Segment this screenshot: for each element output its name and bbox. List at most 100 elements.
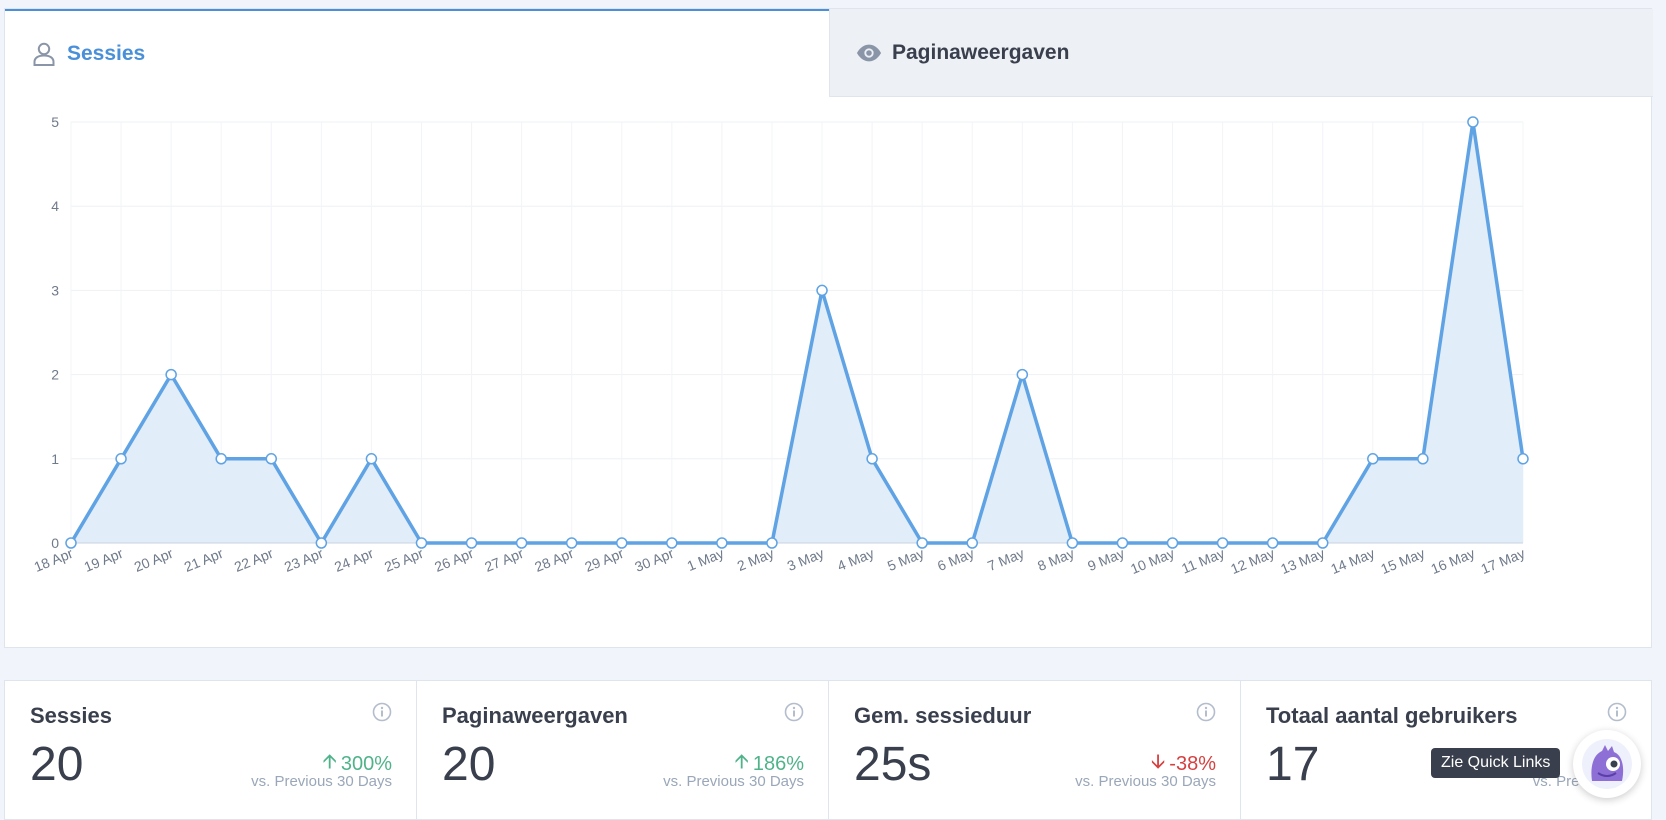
stat-value: 20 <box>442 738 496 791</box>
x-tick-label: 4 May <box>835 545 876 574</box>
sessions-chart: 0 1 2 3 4 5 18 Apr 19 Apr 20 Apr 21 Apr 22 Apr 23 A… <box>5 97 1651 647</box>
stat-card-sessions: Sessies 20 🡩 300% vs. Previous 30 Days <box>4 680 416 820</box>
x-tick-label: 23 Apr <box>282 545 326 575</box>
stat-change-value: -38% <box>1169 752 1216 775</box>
data-point <box>265 453 278 465</box>
x-tick-label: 1 May <box>685 545 726 574</box>
stat-title: Paginaweergaven <box>442 703 628 728</box>
stat-compare: vs. Previous 30 Days <box>1075 773 1216 790</box>
monster-mascot-icon <box>1582 739 1632 789</box>
tab-sessions-label: Sessies <box>67 42 146 65</box>
quick-links-tooltip: Zie Quick Links <box>1431 748 1561 778</box>
info-icon[interactable] <box>784 702 804 722</box>
tab-bar: Sessies Paginaweergaven <box>5 9 1653 97</box>
stat-value: 17 <box>1266 738 1320 791</box>
arrow-down-icon: 🡫 <box>1150 751 1166 773</box>
stat-card-pageviews: Paginaweergaven 20 🡩 186% vs. Previous 30… <box>416 680 828 820</box>
x-tick-label: 7 May <box>985 545 1026 574</box>
quick-links-button[interactable] <box>1573 730 1641 798</box>
x-tick-label: 9 May <box>1085 545 1126 574</box>
area-fill <box>71 122 1523 543</box>
data-point <box>1467 116 1479 128</box>
info-icon[interactable] <box>1607 702 1627 722</box>
y-tick-label: 1 <box>51 451 59 467</box>
x-tick-label: 17 May <box>1479 545 1528 577</box>
x-tick-label: 16 May <box>1428 545 1477 577</box>
y-tick-label: 5 <box>51 114 59 130</box>
data-point <box>1016 368 1029 381</box>
data-point <box>315 537 328 549</box>
x-tick-label: 27 Apr <box>482 545 526 575</box>
tab-pageviews[interactable]: Paginaweergaven <box>829 9 1653 97</box>
x-tick-label: 19 Apr <box>82 545 126 575</box>
data-point <box>465 537 478 549</box>
data-point <box>866 453 878 465</box>
y-tick-label: 3 <box>51 282 59 298</box>
data-point <box>1066 537 1079 549</box>
x-tick-label: 12 May <box>1228 545 1277 577</box>
stat-title: Sessies <box>30 703 112 728</box>
data-point <box>365 453 378 465</box>
tab-sessions[interactable]: Sessies <box>5 9 829 97</box>
data-point <box>1367 453 1379 465</box>
data-point <box>1116 537 1129 549</box>
y-tick-label: 0 <box>51 535 59 551</box>
x-tick-label: 11 May <box>1179 545 1227 577</box>
data-point <box>1517 453 1529 465</box>
x-tick-label: 14 May <box>1328 545 1377 577</box>
data-point <box>916 537 928 549</box>
x-tick-label: 29 Apr <box>582 545 626 575</box>
x-tick-label: 13 May <box>1278 545 1327 577</box>
data-point <box>565 537 578 549</box>
stat-title: Totaal aantal gebruikers <box>1266 703 1518 728</box>
info-icon[interactable] <box>1196 702 1216 722</box>
data-point <box>65 537 77 549</box>
x-tick-label: 2 May <box>735 545 776 574</box>
data-point <box>666 537 678 549</box>
stat-change-value: 186% <box>752 752 804 775</box>
x-tick-label: 20 Apr <box>132 545 176 575</box>
x-tick-label: 25 Apr <box>382 545 426 575</box>
data-point <box>1316 537 1329 549</box>
data-point <box>215 453 227 465</box>
x-tick-label: 10 May <box>1128 545 1177 577</box>
stat-title: Gem. sessieduur <box>854 703 1032 728</box>
y-tick-label: 4 <box>51 198 59 214</box>
data-point <box>966 537 978 549</box>
stat-value: 20 <box>30 738 84 791</box>
data-point <box>766 537 778 549</box>
data-point <box>716 537 728 549</box>
data-point <box>415 537 428 549</box>
stat-change: 🡩 300% <box>322 747 392 781</box>
x-tick-label: 21 Apr <box>182 545 226 575</box>
stats-row: Sessies 20 🡩 300% vs. Previous 30 Days Pa… <box>4 680 1652 820</box>
arrow-up-icon: 🡩 <box>734 751 749 773</box>
data-point <box>1417 453 1429 465</box>
x-tick-label: 24 Apr <box>332 545 376 575</box>
x-tick-label: 15 May <box>1378 545 1427 577</box>
data-point <box>1216 537 1229 549</box>
data-point <box>515 537 528 549</box>
stat-change: 🡫 -38% <box>1151 747 1216 781</box>
x-tick-label: 30 Apr <box>632 545 676 575</box>
stat-change: 🡩 186% <box>734 747 804 781</box>
data-point <box>1166 537 1179 549</box>
x-tick-label: 3 May <box>785 545 826 574</box>
stat-change-value: 300% <box>340 752 392 775</box>
y-tick-label: 2 <box>51 367 59 383</box>
arrow-up-icon: 🡩 <box>322 751 337 773</box>
user-icon <box>31 41 57 67</box>
x-tick-label: 6 May <box>935 545 976 574</box>
stat-compare: vs. Previous 30 Days <box>251 773 392 790</box>
overview-panel: Sessies Paginaweergaven 0 1 2 3 4 5 18 Apr 19 A… <box>4 8 1653 648</box>
stat-compare: vs. Previous 30 Days <box>663 773 804 790</box>
data-point <box>165 368 177 381</box>
eye-icon <box>856 40 882 66</box>
x-tick-label: 28 Apr <box>532 545 576 575</box>
series-line <box>69 120 1525 545</box>
x-tick-label: 22 Apr <box>232 545 276 575</box>
info-icon[interactable] <box>372 702 392 722</box>
stat-value: 25s <box>854 738 932 791</box>
x-tick-label: 26 Apr <box>432 545 476 575</box>
